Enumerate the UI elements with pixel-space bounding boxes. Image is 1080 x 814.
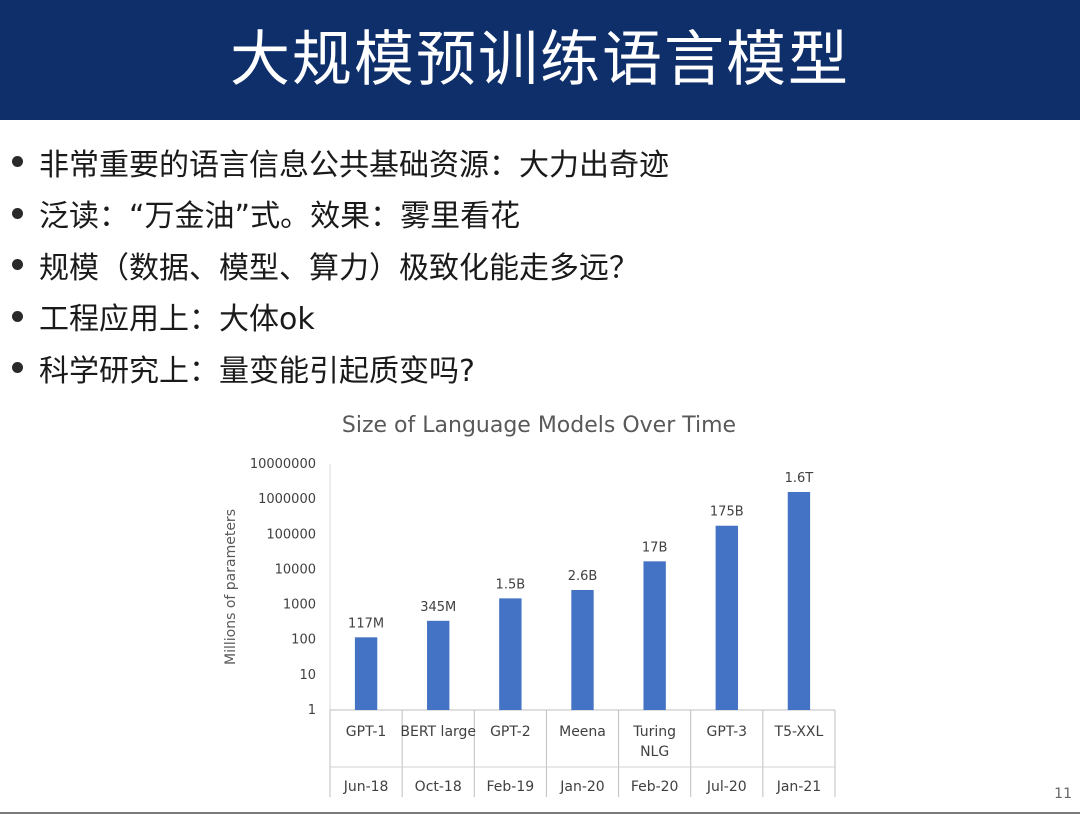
bar-turing-nlg bbox=[643, 561, 666, 710]
slide-title: 大规模预训练语言模型 bbox=[230, 25, 850, 95]
y-tick-label: 1000 bbox=[283, 598, 316, 613]
x-category-label: Meena bbox=[559, 724, 606, 740]
x-date-label: Jan-20 bbox=[559, 779, 604, 795]
x-date-label: Jan-21 bbox=[776, 779, 821, 795]
y-tick-label: 10000000 bbox=[250, 457, 316, 472]
x-date-label: Jul-20 bbox=[706, 779, 747, 795]
x-category-label-line: NLG bbox=[640, 744, 669, 760]
bullet-icon bbox=[12, 259, 23, 271]
y-tick-label: 1000000 bbox=[258, 492, 316, 507]
x-category-label: Turing NLG bbox=[632, 724, 676, 760]
bar-meena bbox=[571, 589, 594, 710]
bullet-icon bbox=[12, 310, 23, 322]
y-tick-label: 100 bbox=[291, 633, 316, 648]
x-category-label: GPT-1 bbox=[346, 724, 387, 740]
bullet-item: 规模（数据、模型、算力）极致化能走多远？ bbox=[0, 239, 1060, 291]
bullet-text: 工程应用上：大体ok bbox=[39, 302, 315, 338]
bottom-divider bbox=[0, 812, 1080, 814]
x-category-label: T5-XXL bbox=[774, 724, 824, 740]
y-tick-label: 1 bbox=[308, 703, 316, 718]
bullet-item: 工程应用上：大体ok bbox=[0, 291, 1060, 343]
bullet-icon bbox=[12, 156, 23, 168]
title-bar: 大规模预训练语言模型 bbox=[0, 0, 1080, 120]
bullet-text: 规模（数据、模型、算力）极致化能走多远？ bbox=[39, 250, 639, 286]
bullet-icon bbox=[12, 362, 23, 374]
bullet-text: 非常重要的语言信息公共基础资源：大力出奇迹 bbox=[39, 147, 669, 183]
y-tick-label: 100000 bbox=[266, 527, 316, 542]
chart-svg: Size of Language Models Over Time Millio… bbox=[223, 413, 836, 797]
x-category-label: BERT large bbox=[400, 724, 476, 740]
bullet-list: 非常重要的语言信息公共基础资源：大力出奇迹 泛读：“万金油”式。效果：雾里看花 … bbox=[0, 136, 1060, 394]
bar-data-label: 117M bbox=[348, 616, 384, 631]
language-model-size-chart: Size of Language Models Over Time Millio… bbox=[210, 402, 870, 802]
bar-bert-large bbox=[427, 620, 450, 710]
bullet-item: 非常重要的语言信息公共基础资源：大力出奇迹 bbox=[0, 136, 1060, 188]
bullet-icon bbox=[12, 207, 23, 219]
y-tick-label: 10000 bbox=[275, 562, 316, 577]
bar-data-label: 1.6T bbox=[785, 471, 814, 486]
bar-data-label: 2.6B bbox=[568, 569, 598, 584]
bar-t5-xxl bbox=[787, 491, 811, 710]
chart-title: Size of Language Models Over Time bbox=[342, 413, 736, 438]
y-axis-label: Millions of parameters bbox=[223, 509, 239, 665]
x-date-label: Feb-19 bbox=[487, 779, 535, 795]
bar-data-label: 345M bbox=[420, 600, 456, 615]
x-category-label: GPT-2 bbox=[490, 724, 531, 740]
bullet-text: 泛读：“万金油”式。效果：雾里看花 bbox=[39, 199, 521, 235]
x-category-label: GPT-3 bbox=[707, 724, 748, 740]
bullet-text: 科学研究上：量变能引起质变吗? bbox=[39, 353, 475, 389]
bar-gpt-3 bbox=[715, 525, 738, 710]
bar-data-label: 1.5B bbox=[496, 577, 526, 592]
bar-gpt-1 bbox=[354, 637, 378, 710]
x-date-label: Jun-18 bbox=[343, 779, 389, 795]
page-number: 11 bbox=[1054, 786, 1072, 802]
bullet-item: 泛读：“万金油”式。效果：雾里看花 bbox=[0, 188, 1060, 240]
x-date-label: Oct-18 bbox=[415, 779, 462, 795]
bullet-item: 科学研究上：量变能引起质变吗? bbox=[0, 342, 1060, 394]
bar-data-label: 17B bbox=[642, 540, 667, 555]
bar-data-label: 175B bbox=[710, 505, 744, 520]
x-date-label: Feb-20 bbox=[631, 779, 679, 795]
x-category-label-line: Turing bbox=[632, 724, 676, 740]
y-tick-label: 10 bbox=[299, 668, 316, 683]
bar-gpt-2 bbox=[499, 598, 522, 710]
